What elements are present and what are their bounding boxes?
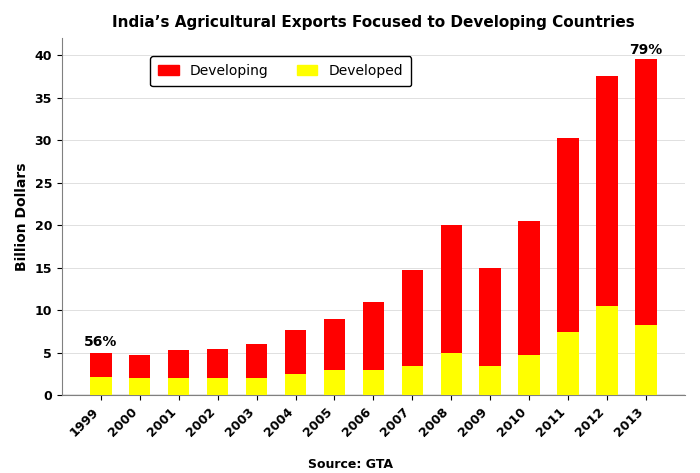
Bar [285, 374, 306, 395]
Bar [129, 355, 150, 378]
Bar [246, 378, 267, 395]
Text: 56%: 56% [84, 335, 118, 350]
Bar [323, 319, 345, 370]
Bar [557, 138, 579, 332]
Bar [90, 377, 111, 395]
Bar [480, 366, 501, 395]
Bar [596, 77, 617, 306]
Text: Source: GTA: Source: GTA [307, 458, 393, 471]
Bar [596, 306, 617, 395]
Bar [402, 271, 423, 366]
Bar [557, 332, 579, 395]
Bar [168, 378, 190, 395]
Bar [440, 225, 462, 353]
Y-axis label: Billion Dollars: Billion Dollars [15, 163, 29, 271]
Bar [129, 378, 150, 395]
Bar [636, 60, 657, 325]
Bar [480, 268, 501, 366]
Bar [246, 344, 267, 378]
Bar [363, 302, 384, 370]
Bar [636, 325, 657, 395]
Bar [207, 349, 228, 378]
Bar [519, 355, 540, 395]
Text: 79%: 79% [629, 43, 663, 57]
Bar [323, 370, 345, 395]
Bar [207, 378, 228, 395]
Title: India’s Agricultural Exports Focused to Developing Countries: India’s Agricultural Exports Focused to … [112, 15, 635, 30]
Bar [363, 370, 384, 395]
Bar [519, 221, 540, 355]
Bar [285, 330, 306, 374]
Bar [168, 350, 190, 378]
Legend: Developing, Developed: Developing, Developed [150, 56, 412, 87]
Bar [440, 353, 462, 395]
Bar [90, 353, 111, 377]
Bar [402, 366, 423, 395]
